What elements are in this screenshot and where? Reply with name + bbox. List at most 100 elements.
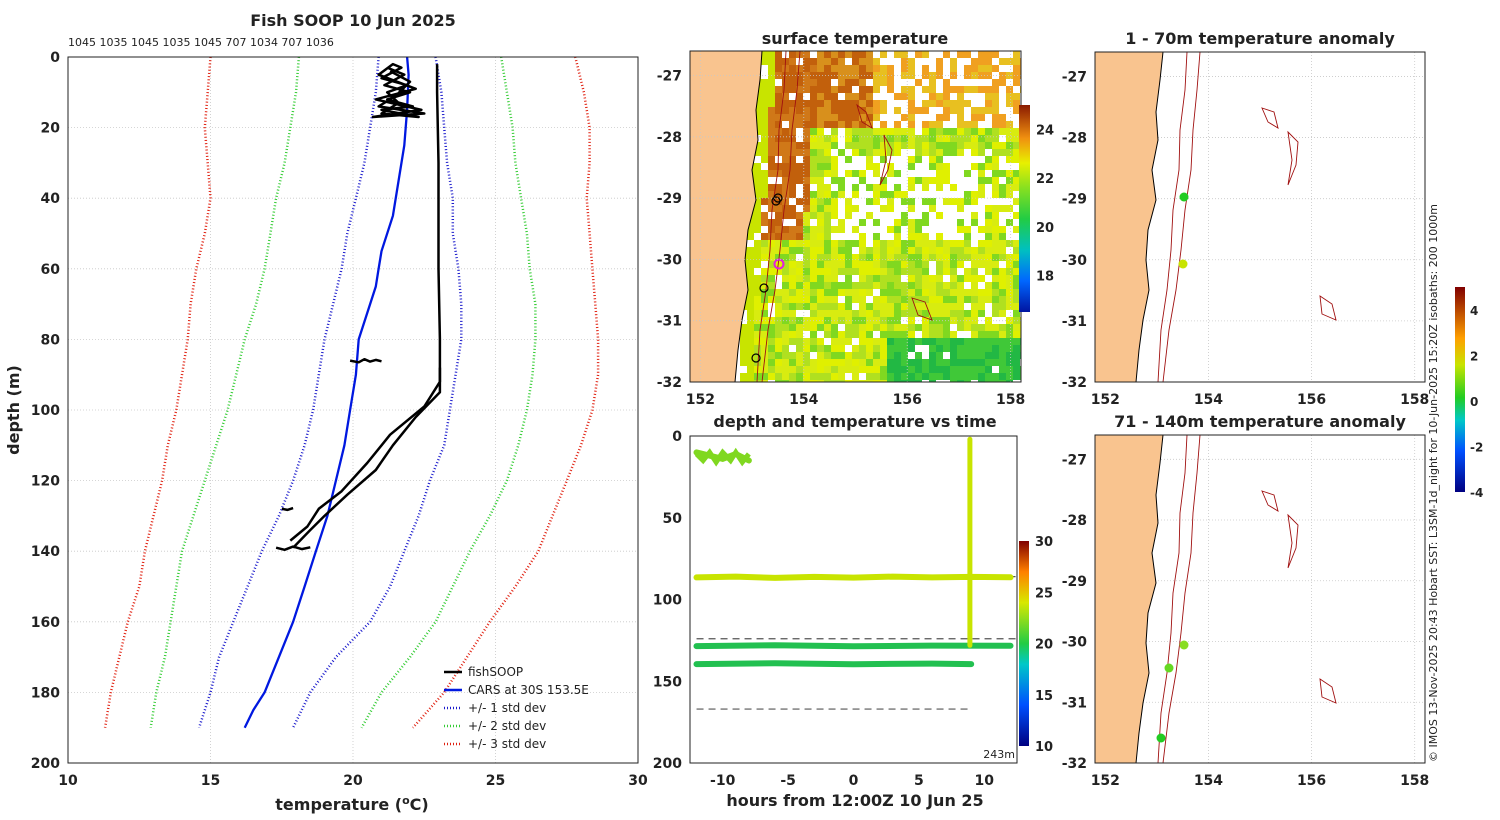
anom1-ticks: 152 154 156 158 -27 -28 -29 -30 -31 -32 — [1062, 69, 1430, 408]
temp-colorbar — [1019, 541, 1029, 746]
x-tick-label: 25 — [486, 773, 505, 789]
anom1-title: 1 - 70m temperature anomaly — [1125, 29, 1395, 48]
coastline-land — [1095, 435, 1163, 763]
seamount-3 — [1319, 295, 1337, 321]
lon-tick-label: 152 — [1091, 773, 1120, 789]
track-139m — [693, 660, 975, 668]
y-tick-label: 20 — [41, 121, 61, 137]
lon-tick-label: 156 — [1297, 392, 1326, 408]
profile-ylabel: depth (m) — [4, 365, 23, 455]
anomaly-point — [1178, 259, 1188, 269]
cast-ids: 1045 1035 1045 1035 1045 707 1034 707 10… — [68, 36, 334, 49]
y-tick-label: 80 — [41, 332, 61, 348]
x-tick-label: 10 — [58, 773, 78, 789]
anom-cb-tick: 4 — [1470, 304, 1478, 318]
anom2-frame — [1094, 434, 1426, 764]
bottom-depth: 243m — [983, 748, 1015, 761]
lat-tick-label: -30 — [657, 252, 683, 268]
anom2-map — [1095, 435, 1425, 763]
coastline — [1135, 435, 1164, 763]
series--2-std-dev — [360, 57, 537, 729]
time-x-tick: 0 — [849, 773, 859, 789]
isobath-1000 — [761, 51, 801, 382]
profile-grid — [67, 56, 639, 764]
lat-tick-label: -27 — [1062, 452, 1087, 468]
lon-tick-label: 152 — [1091, 392, 1120, 408]
sst-cb-tick: 24 — [1036, 123, 1054, 138]
isobath-1000 — [1162, 435, 1201, 763]
lat-tick-label: -28 — [657, 130, 682, 146]
series-fishsoop-139m- — [275, 545, 311, 552]
surface-yoyo — [694, 447, 751, 467]
anom-cb-tick: 2 — [1470, 349, 1478, 363]
coastline — [734, 51, 763, 382]
station-marker — [751, 353, 761, 363]
x-tick-label: 15 — [201, 773, 220, 789]
time-panel: depth and temperature vs time -10 -5 0 5 100… — [653, 412, 1053, 810]
lat-tick-label: -31 — [1062, 314, 1087, 330]
temp-cb-tick: 20 — [1035, 638, 1053, 653]
anom1-frame — [1094, 51, 1426, 383]
temp-cb-tick: 30 — [1035, 535, 1053, 550]
seamount-1 — [1261, 107, 1279, 129]
lat-tick-label: -29 — [1062, 574, 1087, 590]
time-data — [693, 436, 1016, 710]
y-tick-label: 140 — [31, 544, 60, 560]
sst-colorbar — [1019, 105, 1030, 312]
series-fishsoop-128m- — [281, 506, 294, 512]
anom2-ticks: 152 154 156 158 -27 -28 -29 -30 -31 -32 — [1062, 452, 1430, 789]
isobath-200 — [1157, 435, 1188, 763]
anomaly-colorbar — [1455, 287, 1465, 492]
isobath-200 — [1157, 52, 1188, 382]
track-86m — [693, 573, 1014, 581]
station-marker — [759, 283, 769, 293]
lon-tick-label: 158 — [996, 392, 1025, 408]
anomaly-colorbar-ticks: 4 2 0 -2 -4 — [1470, 304, 1483, 500]
coastline — [1135, 52, 1164, 382]
lon-tick-label: 154 — [789, 392, 818, 408]
series-fishsoop — [292, 367, 442, 549]
time-y-tick: 50 — [663, 511, 683, 527]
time-x-tick: -5 — [780, 773, 796, 789]
series-fishsoop-86m- — [349, 357, 382, 364]
anom-cb-tick: -2 — [1470, 440, 1483, 454]
series-fishsoop — [289, 64, 442, 542]
coastline-land — [1095, 52, 1163, 382]
lat-tick-label: -32 — [1062, 375, 1087, 391]
lon-tick-label: 158 — [1400, 773, 1429, 789]
lon-tick-label: 154 — [1194, 773, 1223, 789]
sst-title: surface temperature — [762, 29, 949, 48]
lon-tick-label: 158 — [1400, 392, 1429, 408]
temp-cb-tick: 10 — [1035, 740, 1053, 755]
credit-text: © IMOS 13-Nov-2025 20:43 Hobart SST: L3S… — [1427, 204, 1440, 762]
sst-ticks: 152 154 156 158 -27 -28 -29 -30 -31 -32 — [657, 69, 1026, 408]
seamount-3 — [911, 297, 933, 321]
sst-field — [740, 51, 1021, 382]
coastline-land — [690, 51, 762, 382]
temp-colorbar-ticks: 30 25 20 15 10 — [1035, 535, 1053, 755]
lat-tick-label: -27 — [1062, 69, 1087, 85]
lat-tick-label: -27 — [657, 69, 682, 85]
lat-tick-label: -32 — [657, 375, 682, 391]
time-y-tick: 0 — [672, 429, 682, 445]
seamount-2 — [1287, 513, 1299, 569]
lat-tick-label: -28 — [1062, 513, 1087, 529]
seamount-3 — [1319, 678, 1337, 704]
track-128m — [693, 642, 1014, 650]
legend-label: +/- 3 std dev — [468, 737, 546, 751]
current-station-marker — [773, 258, 785, 270]
legend-label: +/- 1 std dev — [468, 701, 546, 715]
profile-legend: fishSOOP CARS at 30S 153.5E +/- 1 std dev +… — [444, 665, 589, 751]
seamount-1 — [879, 134, 893, 186]
lat-tick-label: -28 — [1062, 131, 1087, 147]
y-tick-label: 40 — [41, 191, 61, 207]
anomaly-point — [1179, 640, 1189, 650]
time-x-tick: -10 — [710, 773, 736, 789]
time-x-tick: 10 — [975, 773, 995, 789]
sst-cb-tick: 20 — [1036, 221, 1054, 236]
seamount-2 — [856, 103, 873, 130]
anom-cb-tick: -4 — [1470, 486, 1483, 500]
y-tick-label: 60 — [41, 262, 61, 278]
